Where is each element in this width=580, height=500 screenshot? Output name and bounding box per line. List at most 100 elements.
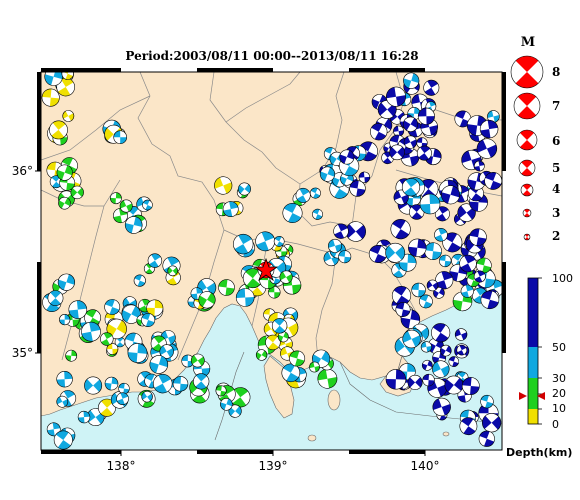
- focal-mechanism-ball: [214, 176, 233, 195]
- focal-mechanism-ball: [141, 313, 156, 327]
- focal-mechanism-ball: [411, 282, 426, 298]
- focal-mechanism-ball: [385, 242, 406, 263]
- small-island: [442, 431, 450, 437]
- map-panel: [41, 72, 502, 450]
- magnitude-legend-label: 8: [552, 65, 560, 79]
- focal-mechanism-ball: [277, 331, 289, 343]
- focal-mechanism-ball: [454, 328, 468, 341]
- focal-mechanism-ball: [49, 175, 63, 189]
- focal-mechanism-ball: [152, 373, 173, 394]
- focal-mechanism-ball: [479, 119, 499, 139]
- focal-mechanism-ball: [424, 242, 442, 260]
- focal-mechanism-ball: [172, 376, 189, 392]
- focal-mechanism-ball: [434, 228, 448, 242]
- focal-mechanism-ball: [149, 355, 169, 374]
- focal-mechanism-ball: [124, 216, 143, 234]
- focal-mechanism-ball: [434, 206, 450, 222]
- focal-mechanism-ball: [106, 343, 119, 355]
- focal-mechanism-ball: [190, 353, 205, 368]
- focal-mechanism-ball: [416, 137, 428, 149]
- focal-mechanism-ball: [461, 377, 480, 395]
- focal-mechanism-ball: [228, 404, 242, 418]
- focal-mechanism-ball: [295, 187, 311, 203]
- focal-mechanism-ball: [265, 334, 281, 351]
- izu-oshima-island: [327, 389, 341, 411]
- focal-mechanism-ball: [220, 397, 233, 411]
- focal-mechanism-ball: [385, 369, 407, 390]
- depth-color-scale: 100 50 30 20 10 0 Depth(km): [506, 272, 573, 459]
- depth-tick-label: 10: [552, 402, 566, 415]
- focal-mechanism-ball: [473, 160, 485, 172]
- magnitude-legend-label: 3: [552, 206, 560, 220]
- focal-mechanism-ball: [113, 130, 127, 144]
- focal-mechanism-ball: [432, 397, 451, 417]
- focal-mechanism-ball: [426, 279, 439, 292]
- focal-mechanism-ball: [358, 171, 371, 184]
- focal-mechanism-ball: [68, 300, 88, 319]
- focal-mechanism-ball: [432, 360, 450, 378]
- lon-tick-label: 138°: [107, 459, 136, 473]
- focal-mechanism-ball: [345, 221, 366, 242]
- focal-mechanism-ball: [167, 265, 178, 277]
- focal-mechanism-ball: [460, 284, 474, 298]
- focal-mechanism-ball: [61, 72, 74, 80]
- focal-mechanism-ball: [62, 110, 75, 122]
- focal-mechanism-ball: [84, 309, 101, 327]
- focal-mechanism-ball: [403, 72, 420, 89]
- focal-mechanism-ball: [119, 199, 133, 213]
- focal-mechanism-ball: [77, 410, 91, 424]
- focal-mechanism-ball: [141, 391, 153, 403]
- focal-mechanism-ball: [484, 171, 502, 190]
- focal-mechanism-ball: [222, 201, 239, 218]
- focal-mechanism-ball: [433, 287, 445, 299]
- focal-mechanism-ball: [328, 238, 342, 253]
- focal-mechanism-ball: [442, 232, 463, 253]
- focal-mechanism-ball: [57, 273, 76, 291]
- focal-mechanism-ball: [395, 302, 411, 317]
- focal-mechanism-ball: [53, 430, 73, 450]
- focal-mechanism-ball: [370, 122, 388, 141]
- focal-mechanism-ball: [386, 86, 406, 107]
- focal-mechanism-ball: [469, 228, 487, 246]
- focal-mechanism-ball: [317, 368, 338, 389]
- depth-scale-title: Depth(km): [506, 446, 572, 459]
- focal-mechanism-ball: [401, 178, 421, 197]
- focal-mechanism-ball: [416, 145, 432, 161]
- focal-mechanism-ball: [480, 394, 494, 409]
- focal-mechanism-ball: [459, 417, 478, 436]
- small-island: [307, 434, 317, 442]
- focal-mechanism-ball: [273, 235, 285, 247]
- focal-mechanism-ball: [100, 332, 114, 346]
- focal-mechanism-ball: [487, 110, 500, 123]
- focal-mechanism-ball: [312, 208, 323, 220]
- focal-mechanism-ball: [56, 164, 73, 181]
- depth-band-deep: [528, 278, 538, 347]
- focal-mechanism-ball: [473, 270, 486, 283]
- focal-mechanism-ball: [421, 359, 433, 371]
- focal-mechanism-ball: [118, 382, 130, 395]
- magnitude-legend-ball: [518, 159, 536, 177]
- focal-mechanism-ball: [235, 288, 255, 307]
- focal-mechanism-ball: [104, 376, 119, 391]
- magnitude-legend-ball: [523, 233, 531, 241]
- focal-mechanism-ball: [81, 321, 101, 342]
- focal-mechanism-ball: [106, 318, 127, 340]
- focal-mechanism-ball: [431, 323, 451, 343]
- focal-mechanism-ball: [402, 116, 419, 132]
- focal-mechanism-ball: [56, 395, 69, 408]
- focal-mechanism-ball: [49, 120, 68, 140]
- focal-mechanism-ball: [121, 304, 141, 324]
- focal-mechanism-ball: [289, 350, 306, 367]
- focal-mechanism-ball: [232, 233, 254, 255]
- focal-mechanism-ball: [215, 385, 227, 397]
- depth-tick-label: 30: [552, 372, 566, 385]
- red-star-icon: [253, 257, 279, 282]
- focal-mechanism-ball: [391, 286, 412, 306]
- focal-mechanism-ball: [444, 375, 464, 395]
- focal-mechanism-ball: [271, 318, 288, 334]
- magnitude-legend-ball: [520, 183, 534, 197]
- focal-mechanism-ball: [98, 398, 116, 417]
- focal-mechanism-ball: [281, 363, 301, 383]
- focal-mechanism-ball: [402, 329, 421, 349]
- focal-mechanism-ball: [56, 77, 75, 97]
